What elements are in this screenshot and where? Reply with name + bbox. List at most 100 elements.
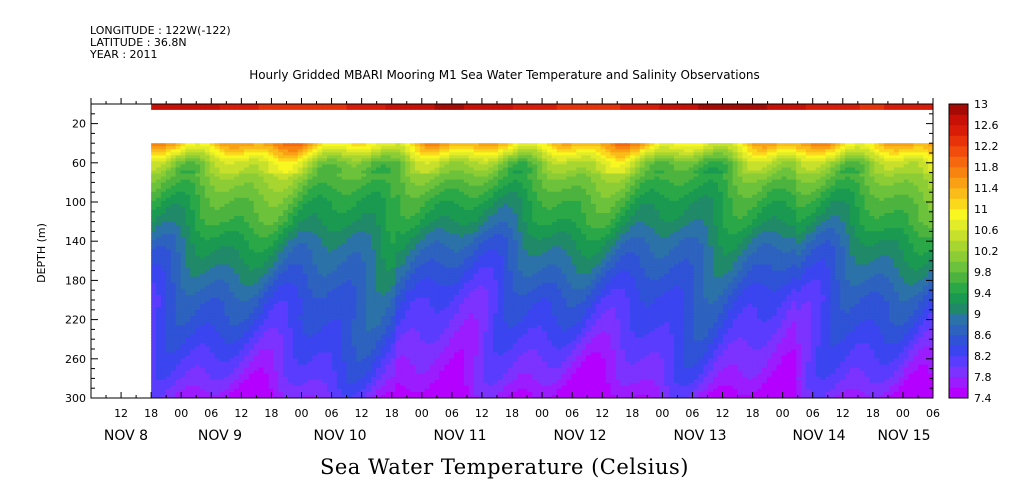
contour-cell: [200, 222, 206, 226]
contour-cell: [258, 267, 265, 272]
contour-cell: [180, 170, 186, 175]
contour-cell: [156, 209, 162, 214]
contour-cell: [263, 182, 270, 187]
contour-cell: [287, 158, 294, 162]
contour-cell: [185, 382, 191, 387]
surface-cell: [498, 104, 504, 110]
contour-cell: [204, 337, 211, 341]
contour-cell: [287, 200, 294, 205]
contour-cell: [156, 228, 162, 232]
contour-cell: [283, 143, 289, 147]
contour-cell: [224, 382, 230, 387]
contour-cell: [204, 216, 211, 220]
contour-cell: [185, 316, 191, 320]
surface-cell: [468, 104, 475, 110]
contour-cell: [268, 176, 274, 181]
contour-cell: [165, 343, 172, 348]
contour-cell: [165, 149, 172, 153]
contour-cell: [160, 385, 167, 390]
contour-cell: [160, 188, 167, 193]
contour-cell: [287, 346, 294, 351]
contour-cell: [273, 164, 279, 169]
surface-cell: [801, 104, 807, 110]
contour-cell: [219, 310, 226, 314]
contour-cell: [229, 219, 235, 223]
contour-cell: [204, 243, 211, 247]
contour-cell: [278, 294, 284, 299]
contour-cell: [165, 276, 172, 281]
contour-cell: [151, 267, 157, 272]
contour-cell: [160, 240, 167, 244]
contour-cell: [185, 197, 191, 202]
surface-cell: [918, 104, 924, 110]
contour-cell: [209, 340, 216, 344]
contour-cell: [219, 355, 226, 360]
contour-cell: [160, 173, 167, 178]
contour-cell: [239, 355, 245, 360]
contour-cell: [263, 349, 270, 354]
contour-cell: [278, 310, 284, 314]
contour-cell: [224, 206, 230, 211]
surface-cell: [678, 104, 685, 110]
contour-cell: [214, 237, 221, 241]
contour-cell: [185, 194, 191, 199]
contour-cell: [248, 313, 255, 317]
contour-cell: [258, 225, 265, 229]
contour-cell: [253, 373, 260, 378]
contour-cell: [200, 273, 206, 278]
contour-cell: [165, 240, 172, 244]
surface-cell: [537, 104, 543, 110]
contour-cell: [243, 334, 250, 338]
contour-cell: [258, 379, 265, 384]
contour-cell: [180, 361, 186, 366]
contour-cell: [253, 352, 260, 357]
contour-cell: [239, 158, 245, 162]
contour-cell: [248, 212, 255, 217]
contour-cell: [209, 319, 216, 323]
contour-cell: [258, 255, 265, 260]
contour-cell: [195, 164, 201, 169]
contour-cell: [185, 203, 191, 208]
contour-cell: [229, 188, 235, 193]
contour-cell: [224, 325, 230, 329]
contour-cell: [283, 234, 289, 238]
contour-cell: [243, 379, 250, 384]
contour-cell: [248, 237, 255, 241]
contour-cell: [209, 291, 216, 296]
contour-cell: [170, 310, 177, 314]
longitude-label: LONGITUDE : 122W(-122): [90, 24, 231, 37]
contour-cell: [229, 234, 235, 238]
contour-cell: [253, 310, 260, 314]
contour-cell: [165, 300, 172, 305]
contour-cell: [224, 273, 230, 278]
contour-cell: [283, 194, 289, 199]
contour-cell: [224, 391, 230, 396]
contour-cell: [151, 294, 157, 299]
contour-cell: [283, 161, 289, 166]
contour-cell: [204, 325, 211, 329]
contour-cell: [278, 297, 284, 302]
contour-cell: [209, 391, 216, 396]
contour-cell: [170, 364, 177, 369]
contour-cell: [234, 243, 240, 247]
contour-cell: [263, 194, 270, 199]
contour-cell: [160, 346, 167, 351]
contour-cell: [195, 337, 201, 341]
contour-cell: [204, 249, 211, 253]
contour-cell: [287, 316, 294, 320]
contour-cell: [180, 252, 186, 257]
contour-cell: [263, 200, 270, 205]
contour-cell: [185, 313, 191, 317]
contour-cell: [200, 228, 206, 232]
contour-cell: [278, 167, 284, 172]
contour-cell: [229, 243, 235, 247]
surface-cell: [884, 104, 890, 110]
contour-cell: [258, 346, 265, 351]
surface-cell: [600, 104, 607, 110]
contour-cell: [175, 325, 182, 329]
contour-cell: [185, 261, 191, 266]
contour-cell: [214, 246, 221, 250]
contour-cell: [204, 182, 211, 187]
contour-cell: [156, 185, 162, 190]
contour-cell: [234, 188, 240, 193]
